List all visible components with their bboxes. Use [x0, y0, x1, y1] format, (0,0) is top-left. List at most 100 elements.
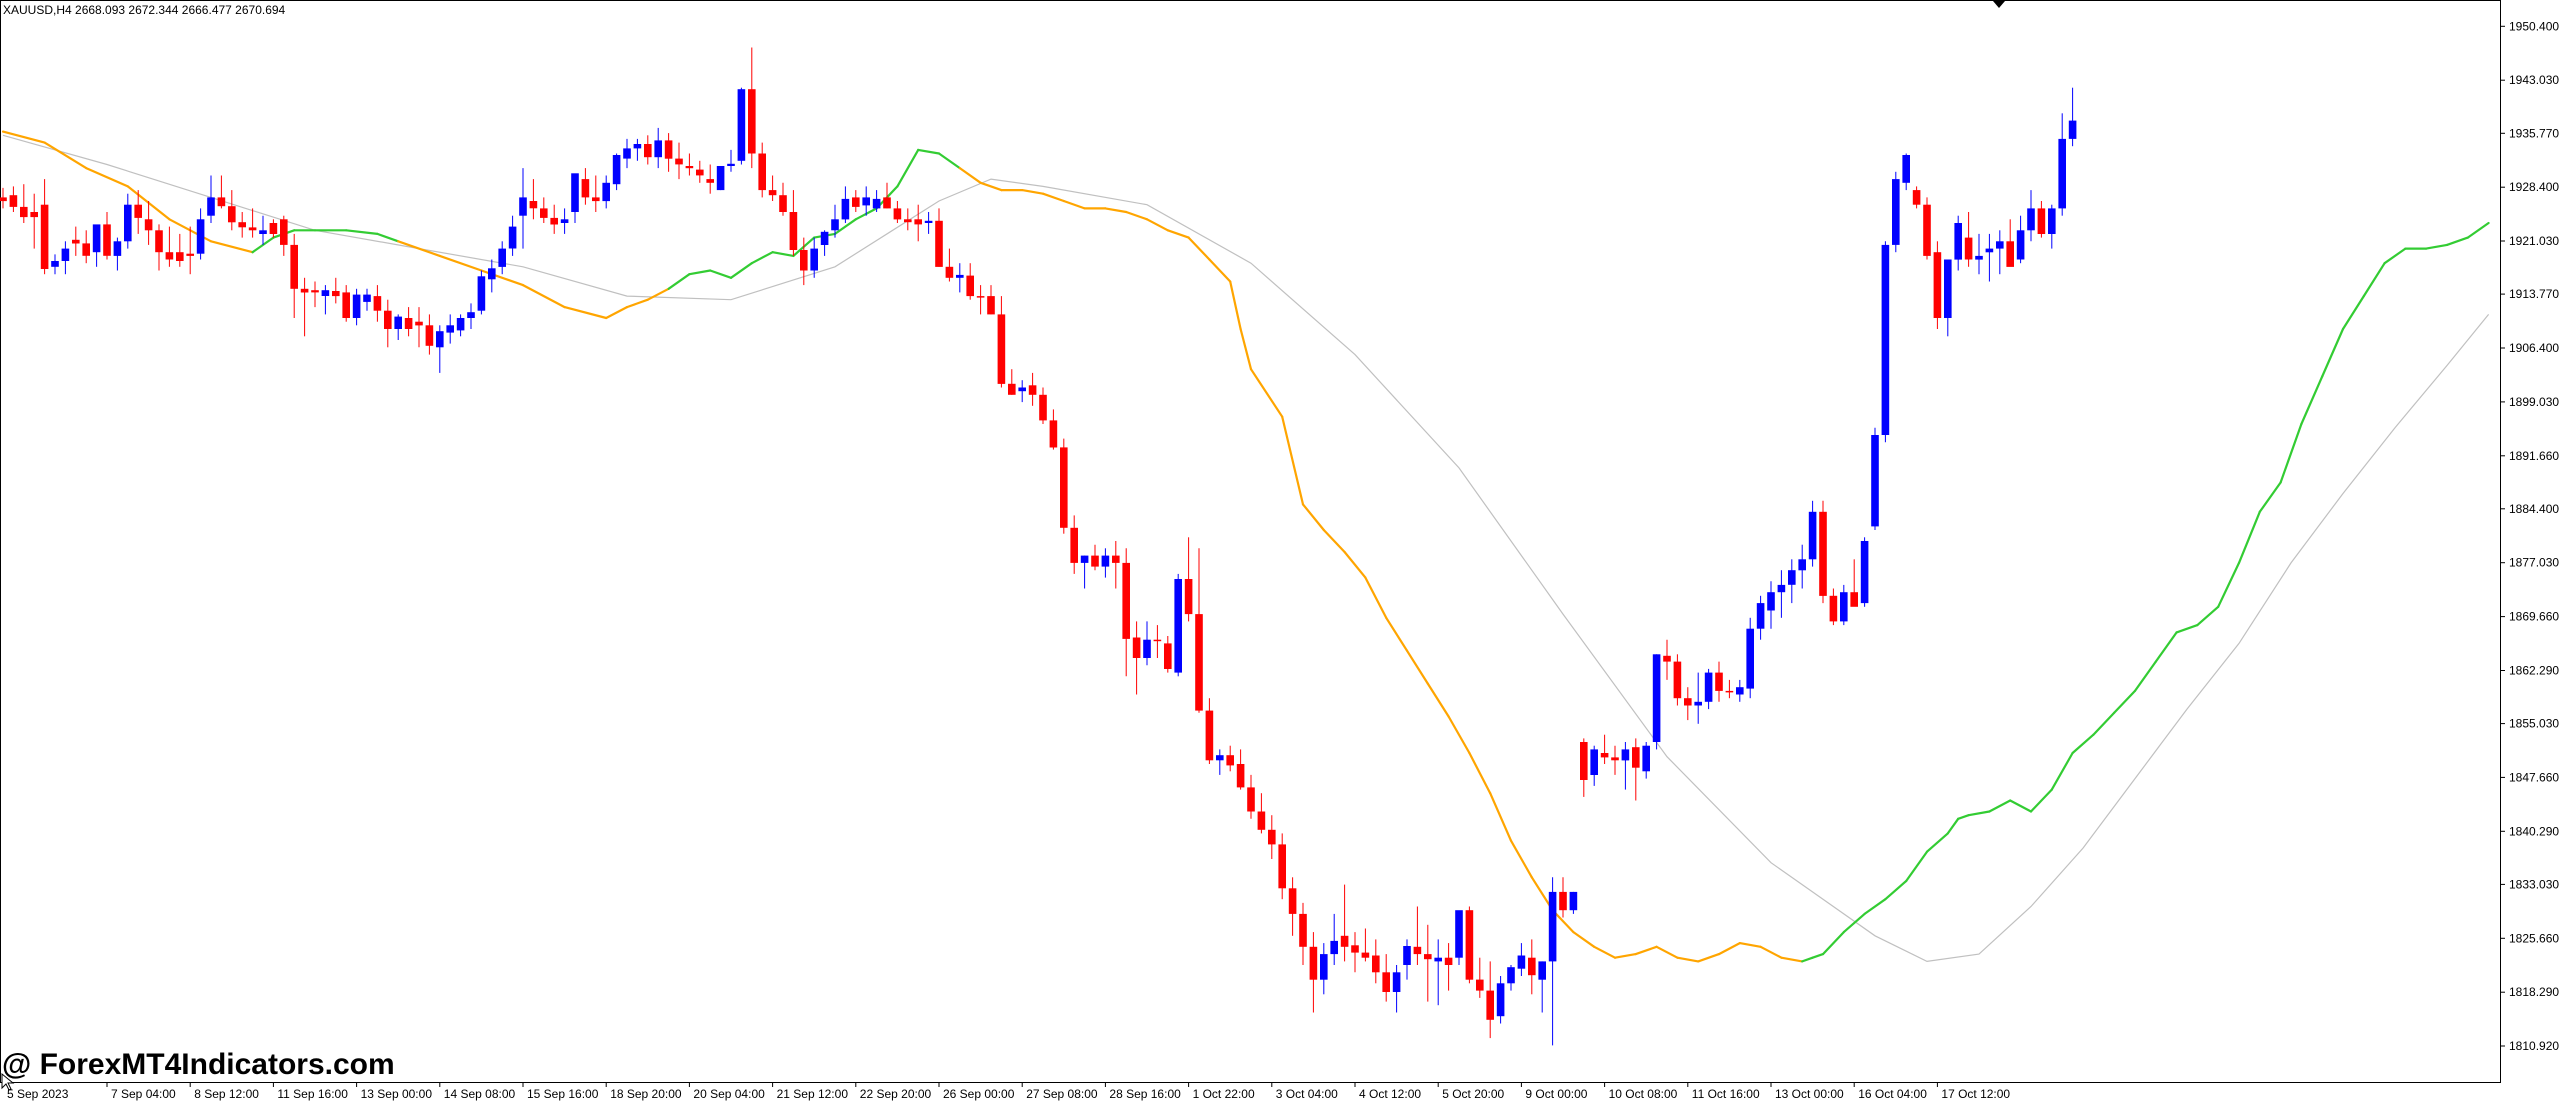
candle[interactable] — [1517, 943, 1526, 976]
candle[interactable] — [72, 226, 80, 256]
candle[interactable] — [956, 263, 964, 293]
candle[interactable] — [103, 212, 111, 260]
candle[interactable] — [1288, 877, 1297, 936]
candle[interactable] — [852, 190, 860, 212]
candle[interactable] — [1756, 595, 1765, 640]
candle[interactable] — [1496, 976, 1505, 1024]
candle[interactable] — [1278, 833, 1286, 900]
candle[interactable] — [508, 215, 517, 256]
candle[interactable] — [1008, 369, 1016, 395]
candle[interactable] — [1715, 661, 1723, 702]
candle[interactable] — [1195, 548, 1203, 713]
candle[interactable] — [290, 233, 298, 318]
candle[interactable] — [1028, 372, 1037, 406]
candle[interactable] — [727, 149, 735, 172]
candle[interactable] — [488, 259, 496, 293]
candle[interactable] — [51, 254, 59, 275]
candle[interactable] — [1611, 745, 1619, 775]
candle[interactable] — [1216, 749, 1224, 775]
candle[interactable] — [997, 296, 1006, 388]
candle[interactable] — [1996, 230, 2004, 275]
candle[interactable] — [1975, 233, 1983, 275]
candle[interactable] — [248, 208, 257, 238]
candle[interactable] — [1112, 541, 1120, 589]
candle[interactable] — [269, 219, 278, 238]
candle[interactable] — [165, 226, 174, 267]
candle[interactable] — [696, 160, 704, 183]
candle[interactable] — [1268, 815, 1276, 859]
candle[interactable] — [207, 175, 215, 224]
candle[interactable] — [134, 190, 142, 234]
candle[interactable] — [706, 164, 714, 194]
candle[interactable] — [820, 230, 829, 256]
candle[interactable] — [1860, 537, 1869, 607]
candle[interactable] — [1434, 939, 1442, 1006]
candle[interactable] — [0, 187, 7, 209]
candle[interactable] — [519, 168, 527, 249]
candle[interactable] — [1455, 910, 1463, 965]
candle[interactable] — [612, 153, 621, 191]
candle[interactable] — [1933, 241, 1942, 329]
candle[interactable] — [436, 325, 444, 373]
candle[interactable] — [1829, 588, 1838, 626]
candle[interactable] — [1257, 793, 1266, 834]
candle[interactable] — [186, 226, 194, 275]
candle[interactable] — [1309, 932, 1318, 1013]
candle[interactable] — [529, 179, 538, 220]
candle[interactable] — [1704, 668, 1713, 710]
candle[interactable] — [581, 168, 590, 205]
candle[interactable] — [1580, 738, 1588, 797]
candle[interactable] — [768, 175, 777, 202]
candle[interactable] — [2016, 215, 2025, 264]
candle[interactable] — [602, 175, 610, 209]
candle[interactable] — [332, 277, 340, 304]
candle[interactable] — [456, 314, 465, 337]
candle[interactable] — [1382, 954, 1390, 1002]
candle[interactable] — [1985, 233, 1994, 282]
candle[interactable] — [1174, 573, 1182, 677]
candle[interactable] — [1850, 559, 1858, 607]
candle[interactable] — [124, 193, 132, 249]
candle[interactable] — [862, 186, 870, 216]
candle[interactable] — [1684, 687, 1692, 721]
candle[interactable] — [1465, 906, 1474, 984]
candle[interactable] — [280, 215, 288, 256]
candle[interactable] — [644, 135, 652, 165]
candle[interactable] — [1122, 548, 1130, 677]
candle[interactable] — [1767, 581, 1775, 629]
candle[interactable] — [384, 299, 392, 348]
candle[interactable] — [758, 142, 766, 198]
candle[interactable] — [748, 47, 756, 169]
candle[interactable] — [217, 175, 226, 209]
candle[interactable] — [1600, 734, 1609, 764]
candle[interactable] — [2068, 87, 2077, 147]
candle[interactable] — [550, 204, 558, 234]
candle[interactable] — [1964, 212, 1973, 267]
candle[interactable] — [1413, 906, 1422, 966]
candle[interactable] — [1694, 672, 1702, 724]
candle[interactable] — [1340, 884, 1349, 962]
candle[interactable] — [1060, 438, 1068, 534]
candle[interactable] — [363, 288, 371, 311]
candle[interactable] — [1143, 621, 1151, 666]
candle[interactable] — [1736, 679, 1744, 702]
candle[interactable] — [311, 281, 319, 308]
candle[interactable] — [498, 241, 506, 275]
candle[interactable] — [1944, 259, 1952, 337]
candle[interactable] — [238, 212, 246, 238]
candle[interactable] — [30, 193, 38, 249]
candle[interactable] — [1808, 500, 1817, 567]
candle[interactable] — [633, 138, 642, 161]
candle[interactable] — [82, 230, 90, 264]
candle[interactable] — [1049, 409, 1058, 450]
candle[interactable] — [1299, 902, 1307, 965]
candle[interactable] — [976, 285, 985, 315]
candle[interactable] — [1080, 555, 1089, 589]
candle[interactable] — [1881, 241, 1890, 443]
candle[interactable] — [155, 224, 163, 271]
candle[interactable] — [61, 241, 70, 275]
candle[interactable] — [800, 237, 808, 286]
candle[interactable] — [1018, 380, 1026, 403]
